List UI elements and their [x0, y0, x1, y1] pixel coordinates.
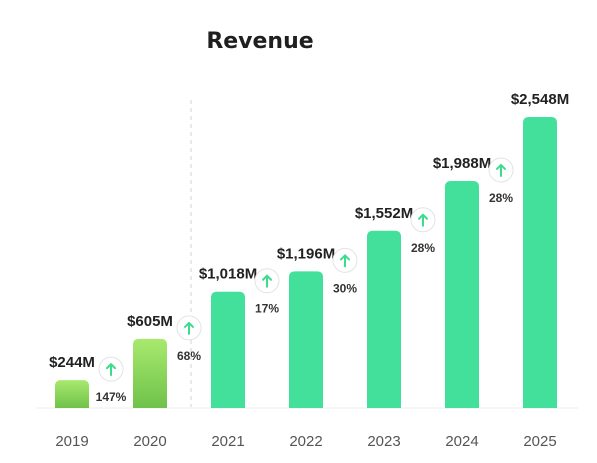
growth-label: 17%: [255, 302, 279, 316]
bar-2023: [367, 230, 401, 408]
growth-label: 30%: [333, 281, 357, 295]
arrow-up-icon-glyph: [106, 363, 116, 377]
bar-2024: [445, 180, 479, 408]
value-label-2025: $2,548M: [511, 91, 569, 108]
bars-group: [55, 117, 557, 408]
growth-marker: 147%: [96, 356, 127, 404]
x-tick-2022: 2022: [289, 433, 322, 450]
value-labels-group: $244M $605M $1,018M $1,196M $1,552M $1,988M $2…: [49, 91, 569, 371]
x-tick-2019: 2019: [55, 433, 88, 450]
x-tick-2023: 2023: [367, 433, 400, 450]
growth-marker: 17%: [254, 268, 280, 316]
growth-marker: 28%: [410, 207, 436, 255]
arrow-up-icon-glyph: [340, 254, 350, 268]
value-label-2023: $1,552M: [355, 205, 413, 222]
growth-markers-group: 147% 68% 17% 30% 28% 28%: [96, 157, 514, 404]
growth-label: 28%: [411, 241, 435, 255]
arrow-up-icon-glyph: [418, 213, 428, 227]
bar-2025: [523, 117, 557, 408]
value-label-2021: $1,018M: [199, 266, 257, 283]
x-tick-2020: 2020: [133, 433, 166, 450]
value-label-2022: $1,196M: [277, 245, 335, 262]
value-label-2020: $605M: [127, 313, 173, 330]
arrow-up-icon-glyph: [496, 163, 506, 177]
bar-2020: [133, 338, 167, 408]
value-label-2019: $244M: [49, 354, 95, 371]
growth-marker: 68%: [176, 315, 202, 363]
growth-label: 147%: [96, 390, 127, 404]
x-tick-2025: 2025: [523, 433, 556, 450]
value-label-2024: $1,988M: [433, 155, 491, 172]
x-tick-2021: 2021: [211, 433, 244, 450]
arrow-up-icon-glyph: [262, 274, 272, 288]
bar-2021: [211, 291, 245, 408]
bar-2019: [55, 380, 89, 408]
x-axis-ticks: 2019 2020 2021 2022 2023 2024 2025: [55, 433, 556, 450]
growth-marker: 28%: [488, 157, 514, 205]
bar-2022: [289, 271, 323, 408]
growth-label: 68%: [177, 349, 201, 363]
growth-marker: 30%: [332, 247, 358, 295]
growth-label: 28%: [489, 191, 513, 205]
arrow-up-icon-glyph: [184, 321, 194, 335]
chart-title: Revenue: [206, 29, 313, 54]
x-tick-2024: 2024: [445, 433, 478, 450]
